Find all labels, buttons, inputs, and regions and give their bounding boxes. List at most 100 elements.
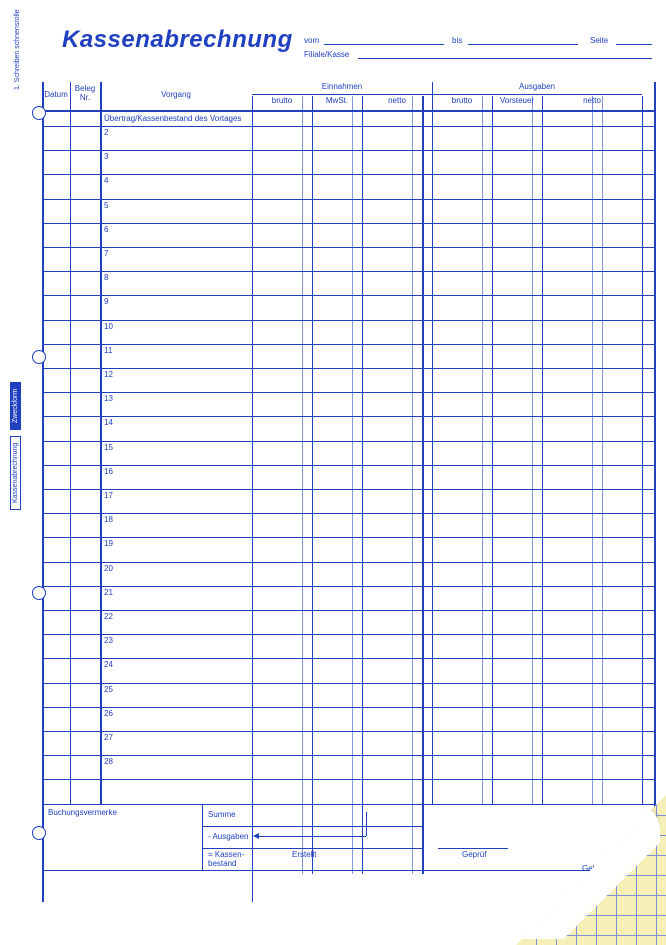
grid-vline bbox=[352, 96, 353, 874]
label-bis: bis bbox=[452, 36, 462, 45]
grid-hline bbox=[42, 755, 654, 756]
col-header: Beleg Nr. bbox=[70, 84, 100, 102]
form-title: Kassenabrechnung bbox=[62, 26, 293, 54]
col-header: Vorgang bbox=[100, 90, 252, 99]
row-number: 13 bbox=[104, 394, 113, 403]
footer-label: Erstellt bbox=[292, 850, 316, 859]
row-number: 8 bbox=[104, 273, 108, 282]
grid-vline bbox=[422, 96, 424, 874]
row-number: 28 bbox=[104, 757, 113, 766]
col-header: MwSt. bbox=[312, 96, 362, 105]
row-number: 20 bbox=[104, 564, 113, 573]
col-header: brutto bbox=[252, 96, 312, 105]
grid-hline bbox=[42, 344, 654, 345]
row-number: 17 bbox=[104, 491, 113, 500]
col-header: Einnahmen bbox=[252, 82, 432, 91]
line-bis bbox=[468, 44, 578, 45]
grid-hline bbox=[42, 779, 654, 780]
grid-hline bbox=[42, 707, 654, 708]
col-header: Ausgaben bbox=[432, 82, 642, 91]
row-number: 27 bbox=[104, 733, 113, 742]
grid-vline bbox=[532, 96, 533, 804]
row-number: 11 bbox=[104, 346, 112, 355]
footer-label: = Kassen- bestand bbox=[208, 850, 244, 868]
grid-hline bbox=[42, 610, 654, 611]
grid-hline bbox=[42, 223, 654, 224]
grid-vline bbox=[412, 96, 413, 874]
row-number: 6 bbox=[104, 225, 108, 234]
grid-hline bbox=[42, 392, 654, 393]
grid-vline bbox=[592, 96, 593, 804]
row-number: 3 bbox=[104, 152, 108, 161]
grid-hline bbox=[42, 247, 654, 248]
ledger-grid: DatumBeleg Nr.VorgangEinnahmenAusgaben br… bbox=[42, 82, 654, 902]
punch-hole bbox=[32, 826, 46, 840]
label-seite: Seite bbox=[590, 36, 608, 45]
row-number: 2 bbox=[104, 128, 108, 137]
grid-vline bbox=[432, 82, 433, 804]
arrow-icon bbox=[256, 836, 366, 837]
footer-label: Geprüf bbox=[462, 850, 486, 859]
grid-hline bbox=[42, 271, 654, 272]
line-seite bbox=[616, 44, 652, 45]
grid-vline bbox=[492, 96, 493, 804]
row-number: 18 bbox=[104, 515, 113, 524]
grid-hline bbox=[42, 174, 654, 175]
grid-hline bbox=[42, 513, 654, 514]
col-header: brutto bbox=[432, 96, 492, 105]
row-number: 15 bbox=[104, 443, 113, 452]
grid-hline bbox=[42, 441, 654, 442]
row-number: 10 bbox=[104, 322, 113, 331]
row-number: 25 bbox=[104, 685, 113, 694]
first-row-text: Übertrag/Kassenbestand des Vortages bbox=[104, 114, 241, 123]
row-number: 24 bbox=[104, 660, 113, 669]
line-vom bbox=[324, 44, 444, 45]
row-number: 9 bbox=[104, 297, 108, 306]
grid-hline bbox=[42, 658, 654, 659]
grid-hline bbox=[42, 126, 654, 127]
grid-hline bbox=[42, 368, 654, 369]
grid-hline bbox=[42, 150, 654, 151]
form-page: Kassenabrechnung vom bis Seite Filiale/K… bbox=[42, 20, 654, 925]
grid-hline bbox=[42, 634, 654, 635]
grid-hline bbox=[42, 465, 654, 466]
footer-label: Buchungsvermerke bbox=[48, 808, 117, 817]
line-filiale bbox=[358, 58, 652, 59]
row-number: 12 bbox=[104, 370, 113, 379]
grid-vline bbox=[642, 96, 643, 804]
grid-hline bbox=[42, 199, 654, 200]
grid-hline bbox=[42, 586, 654, 587]
row-number: 7 bbox=[104, 249, 108, 258]
row-number: 22 bbox=[104, 612, 113, 621]
grid-vline bbox=[312, 96, 313, 874]
col-header: Datum bbox=[42, 90, 70, 99]
side-tab-label: Kassenabrechnung bbox=[10, 436, 21, 510]
grid-vline bbox=[100, 82, 102, 804]
grid-vline bbox=[70, 82, 71, 804]
grid-vline bbox=[362, 96, 363, 874]
grid-vline bbox=[654, 82, 656, 902]
grid-hline bbox=[42, 731, 654, 732]
punch-hole bbox=[32, 586, 46, 600]
row-number: 21 bbox=[104, 588, 113, 597]
row-number: 19 bbox=[104, 539, 113, 548]
grid-hline bbox=[42, 537, 654, 538]
row-number: 16 bbox=[104, 467, 113, 476]
footer-label: Summe bbox=[208, 810, 236, 819]
grid-hline bbox=[42, 562, 654, 563]
row-number: 5 bbox=[104, 201, 108, 210]
label-vom: vom bbox=[304, 36, 319, 45]
punch-hole bbox=[32, 106, 46, 120]
row-number: 23 bbox=[104, 636, 113, 645]
grid-hline bbox=[42, 489, 654, 490]
grid-vline bbox=[482, 96, 483, 804]
col-header: Vorsteuer bbox=[492, 96, 542, 105]
grid-vline bbox=[602, 96, 603, 804]
row-number: 4 bbox=[104, 176, 108, 185]
grid-vline bbox=[252, 96, 253, 902]
side-tab-brand: Zweckform bbox=[10, 382, 21, 430]
row-number: 26 bbox=[104, 709, 113, 718]
grid-vline bbox=[302, 96, 303, 874]
grid-hline bbox=[42, 416, 654, 417]
footer-label: - Ausgaben bbox=[208, 832, 248, 841]
